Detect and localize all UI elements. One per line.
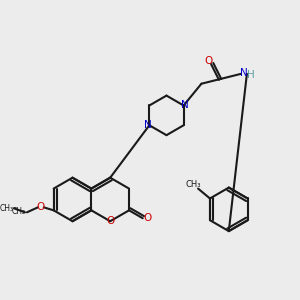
Text: CH₃: CH₃: [0, 204, 14, 213]
Text: O: O: [106, 216, 114, 226]
Text: N: N: [181, 100, 188, 110]
Text: N: N: [145, 120, 152, 130]
Text: O: O: [144, 213, 152, 223]
Text: H: H: [247, 70, 255, 80]
Text: N: N: [240, 68, 248, 78]
Text: CH₂: CH₂: [12, 207, 26, 216]
Text: CH₃: CH₃: [185, 180, 201, 189]
Text: O: O: [37, 202, 45, 212]
Text: O: O: [204, 56, 212, 66]
